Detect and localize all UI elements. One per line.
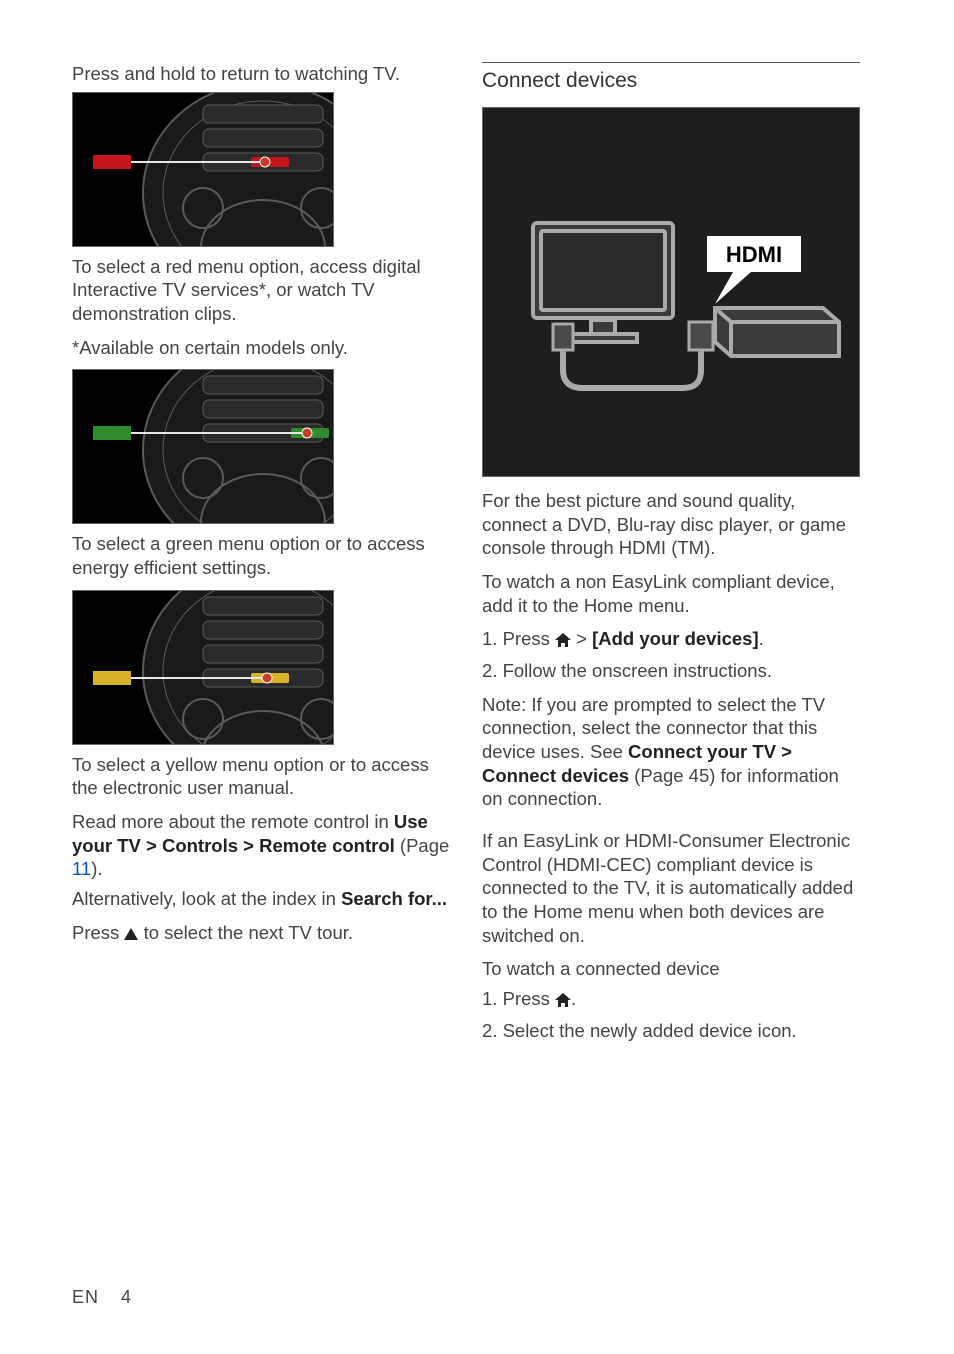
section-title: Connect devices <box>482 62 860 93</box>
press-hold-text: Press and hold to return to watching TV. <box>72 62 450 86</box>
home-icon <box>555 629 571 653</box>
triangle-up-icon <box>124 922 138 946</box>
press-next-b: to select the next TV tour. <box>138 922 353 943</box>
hdmi-label: HDMI <box>726 242 782 267</box>
read-more-lead: Read more about the remote control in <box>72 811 394 832</box>
press-next-a: Press <box>72 922 124 943</box>
press-next: Press to select the next TV tour. <box>72 921 450 946</box>
right-column: Connect devices <box>482 62 860 1048</box>
remote-yellow-illustration <box>72 590 334 745</box>
red-desc: To select a red menu option, access digi… <box>72 255 450 326</box>
note: Note: If you are prompted to select the … <box>482 693 860 811</box>
read-more: Read more about the remote control in Us… <box>72 810 450 881</box>
footer-page: 4 <box>121 1287 132 1307</box>
step-2: 2. Follow the onscreen instructions. <box>482 659 860 683</box>
page-link-11[interactable]: 11 <box>72 858 91 879</box>
step1-b: > <box>571 628 592 649</box>
hdmi-illustration: HDMI <box>482 107 860 477</box>
wc-step1-a: 1. Press <box>482 988 555 1009</box>
read-more-open: (Page <box>395 835 450 856</box>
red-note: *Available on certain models only. <box>72 336 450 360</box>
left-column: Press and hold to return to watching TV.… <box>72 62 450 1048</box>
remote-red-illustration <box>72 92 334 247</box>
yellow-desc: To select a yellow menu option or to acc… <box>72 753 450 800</box>
page-footer: EN 4 <box>72 1287 132 1308</box>
step1-bold: [Add your devices] <box>592 628 759 649</box>
wc-step1-b: . <box>571 988 576 1009</box>
non-easylink: To watch a non EasyLink compliant device… <box>482 570 860 617</box>
green-desc: To select a green menu option or to acce… <box>72 532 450 579</box>
wc-step2: 2. Select the newly added device icon. <box>482 1019 860 1043</box>
step-1: 1. Press > [Add your devices]. <box>482 627 860 653</box>
read-more-close: ). <box>91 858 102 879</box>
cec-para: If an EasyLink or HDMI-Consumer Electron… <box>482 829 860 947</box>
remote-green-illustration <box>72 369 334 524</box>
best-picture: For the best picture and sound quality, … <box>482 489 860 560</box>
watch-connected: To watch a connected device <box>482 957 860 981</box>
footer-lang: EN <box>72 1287 99 1307</box>
alt-lead: Alternatively, look at the index in <box>72 888 341 909</box>
home-icon <box>555 989 571 1013</box>
alt-bold: Search for... <box>341 888 447 909</box>
wc-step1: 1. Press . <box>482 987 860 1013</box>
step1-c: . <box>759 628 764 649</box>
step1-a: 1. Press <box>482 628 555 649</box>
alternatively: Alternatively, look at the index in Sear… <box>72 887 450 911</box>
